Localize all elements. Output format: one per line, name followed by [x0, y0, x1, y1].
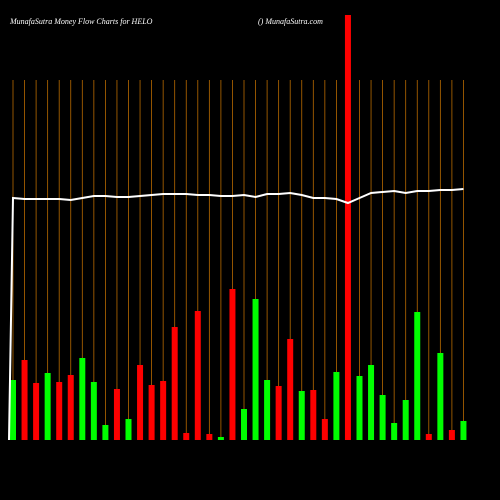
bar	[437, 353, 444, 440]
bar	[356, 376, 363, 440]
bar	[102, 425, 109, 440]
bar	[44, 373, 51, 440]
bar	[448, 430, 455, 440]
money-flow-line	[8, 188, 464, 441]
chart-subtitle: () MunafaSutra.com	[258, 17, 323, 26]
bar	[21, 360, 28, 440]
bar	[148, 385, 155, 440]
bar	[379, 395, 386, 440]
bar	[252, 299, 259, 440]
bar	[217, 437, 224, 440]
bar	[414, 312, 421, 440]
bar	[264, 380, 271, 440]
bar	[183, 433, 190, 440]
bar	[298, 391, 305, 440]
bar	[33, 383, 40, 440]
bar	[171, 327, 178, 440]
bar	[287, 339, 294, 440]
bar	[137, 365, 144, 440]
bar	[113, 389, 120, 440]
bar	[321, 419, 328, 440]
bar	[79, 358, 86, 440]
bar	[67, 375, 74, 440]
bar	[241, 409, 247, 440]
bar	[56, 382, 63, 440]
bar	[460, 421, 467, 440]
bar	[344, 15, 351, 440]
bar	[368, 365, 375, 440]
bar	[425, 434, 432, 440]
bar	[391, 423, 398, 440]
bar	[229, 289, 236, 440]
bar	[194, 311, 201, 440]
bar	[310, 390, 317, 440]
bar	[125, 419, 132, 440]
bar	[160, 381, 167, 440]
bar	[402, 400, 409, 440]
bar	[10, 380, 16, 440]
bar	[333, 372, 340, 440]
bar	[206, 434, 213, 440]
chart-title: MunafaSutra Money Flow Charts for HELO	[9, 17, 153, 26]
bar	[90, 382, 97, 440]
bar	[275, 386, 282, 440]
